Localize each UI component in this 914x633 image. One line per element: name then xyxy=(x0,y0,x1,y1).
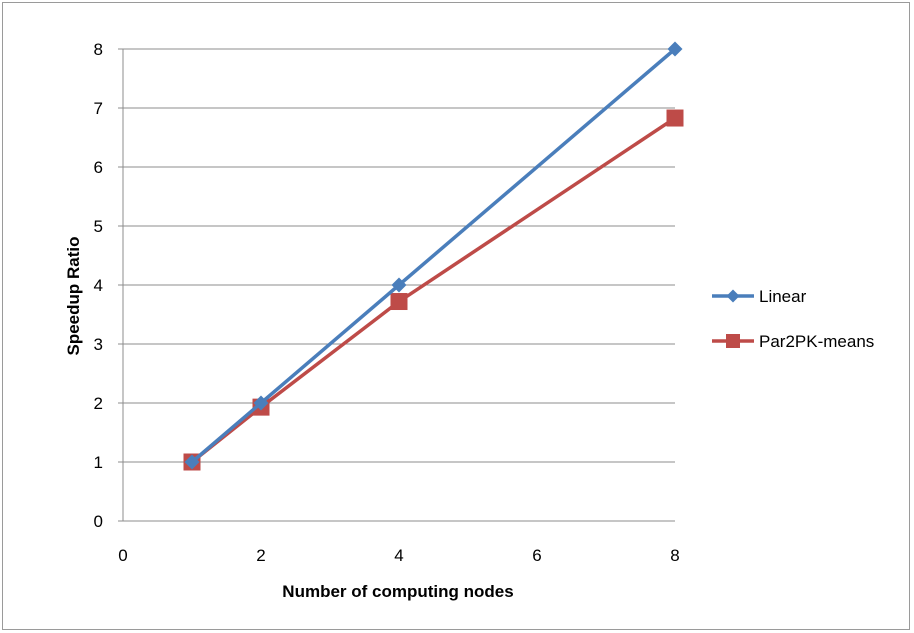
legend-item-linear: Linear xyxy=(712,287,807,306)
y-tick-label-1: 1 xyxy=(94,453,103,472)
series-layer xyxy=(183,41,684,471)
y-tick-label-6: 6 xyxy=(94,158,103,177)
y-axis-title: Speedup Ratio xyxy=(64,236,83,355)
x-tick-label-6: 6 xyxy=(532,546,541,565)
y-tick-label-8: 8 xyxy=(94,40,103,59)
x-tick-label-4: 4 xyxy=(394,546,403,565)
legend-marker-linear xyxy=(726,289,740,303)
series-par2pk-means xyxy=(183,109,684,471)
data-point-par2pk-means-8 xyxy=(666,109,684,127)
series-line-linear xyxy=(190,47,677,464)
x-tick-label-8: 8 xyxy=(670,546,679,565)
series-linear xyxy=(184,41,683,470)
x-axis-title: Number of computing nodes xyxy=(282,582,513,601)
y-tick-label-0: 0 xyxy=(94,512,103,531)
data-point-linear-2 xyxy=(253,395,269,411)
y-tick-label-2: 2 xyxy=(94,394,103,413)
legend-marker-par2pk-means xyxy=(726,334,740,348)
axes xyxy=(118,48,675,522)
y-tick-label-7: 7 xyxy=(94,99,103,118)
y-tick-label-3: 3 xyxy=(94,335,103,354)
y-tick-label-4: 4 xyxy=(94,276,103,295)
x-tick-label-2: 2 xyxy=(256,546,265,565)
x-tick-label-0: 0 xyxy=(118,546,127,565)
legend-label-par2pk-means: Par2PK-means xyxy=(759,332,874,351)
legend-label-linear: Linear xyxy=(759,287,807,306)
data-point-par2pk-means-4 xyxy=(390,293,408,311)
data-point-linear-4 xyxy=(391,277,407,293)
data-point-linear-8 xyxy=(667,41,683,57)
y-tick-label-5: 5 xyxy=(94,217,103,236)
legend: Linear Par2PK-means xyxy=(712,287,874,351)
gridlines xyxy=(123,48,675,463)
legend-item-par2pk-means: Par2PK-means xyxy=(712,332,874,351)
data-point-linear-1 xyxy=(184,454,200,470)
tick-labels: 0 1 2 3 4 5 6 7 8 0 2 4 6 8 xyxy=(94,40,680,565)
